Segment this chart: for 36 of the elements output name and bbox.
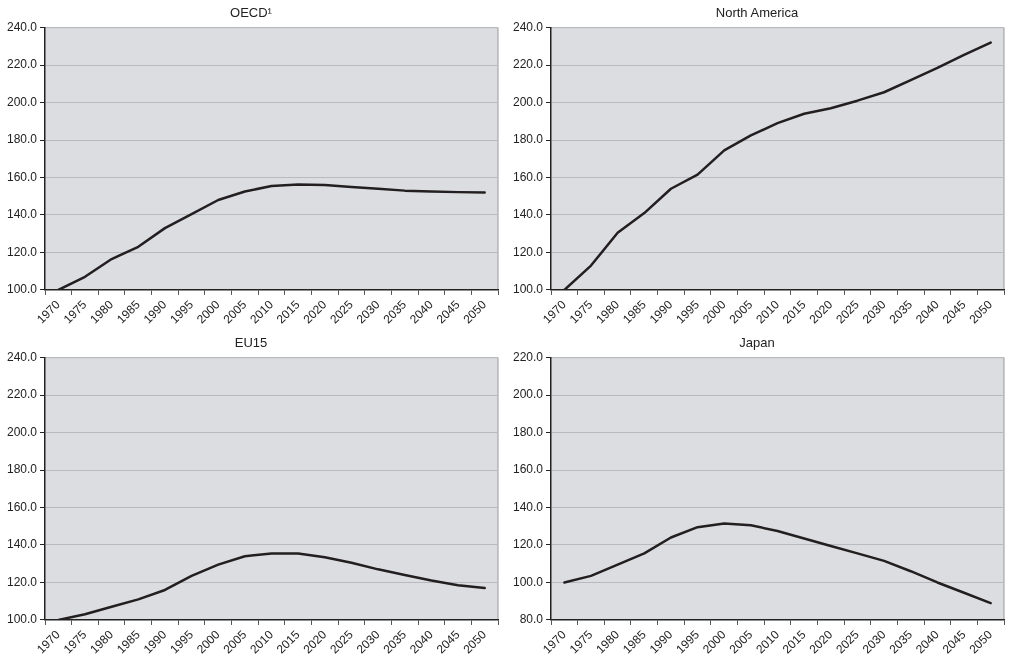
chart-title: OECD¹ [230,5,273,21]
y-tick-label: 160.0 [513,462,544,477]
y-tick-label: 140.0 [513,499,544,514]
y-tick-label: 200.0 [7,94,38,109]
y-tick-label: 140.0 [513,207,544,222]
y-tick-label: 220.0 [7,57,38,72]
y-tick-label: 220.0 [7,387,38,402]
y-tick-label: 220.0 [513,349,544,364]
y-tick-label: 220.0 [513,57,544,72]
y-tick-label: 240.0 [513,19,544,34]
y-tick-label: 180.0 [513,132,544,147]
y-tick-label: 100.0 [513,574,544,589]
y-tick-label: 160.0 [7,499,38,514]
y-tick-label: 240.0 [7,19,38,34]
chart-title: Japan [739,335,775,351]
y-tick-label: 200.0 [513,94,544,109]
chart-title: North America [715,5,799,21]
y-tick-label: 100.0 [7,612,38,627]
y-tick-label: 80.0 [519,612,544,627]
y-tick-label: 100.0 [513,282,544,297]
y-tick-label: 180.0 [513,424,544,439]
y-tick-label: 200.0 [7,424,38,439]
y-tick-label: 120.0 [513,244,544,259]
y-tick-label: 160.0 [7,169,38,184]
y-tick-label: 180.0 [7,132,38,147]
chart-title: EU15 [234,335,268,351]
y-tick-label: 140.0 [7,207,38,222]
y-tick-label: 120.0 [7,244,38,259]
y-tick-label: 120.0 [7,574,38,589]
y-tick-label: 100.0 [7,282,38,297]
y-tick-label: 240.0 [7,349,38,364]
y-tick-label: 200.0 [513,387,544,402]
y-tick-label: 120.0 [513,537,544,552]
y-tick-label: 160.0 [513,169,544,184]
y-tick-label: 180.0 [7,462,38,477]
y-tick-label: 140.0 [7,537,38,552]
